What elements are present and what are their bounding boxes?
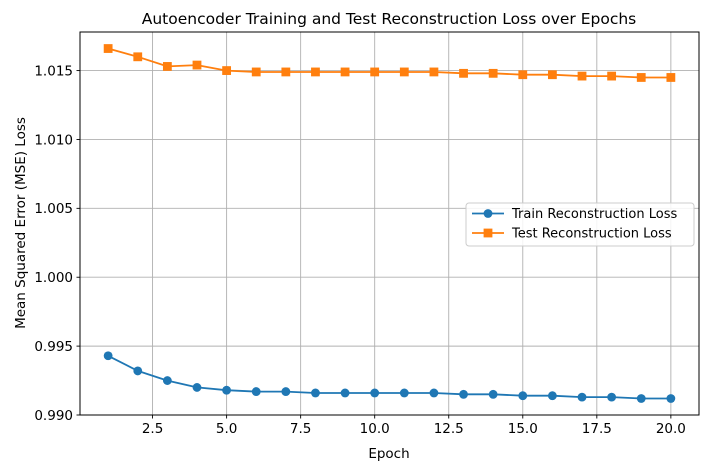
test-loss-marker: [518, 70, 528, 80]
x-tick-label: 12.5: [434, 421, 464, 437]
test-loss-marker: [103, 44, 113, 53]
legend-box: [465, 202, 695, 247]
test-loss-marker: [133, 52, 143, 62]
x-tick-label: 17.5: [582, 421, 612, 437]
train-loss-line: [107, 354, 672, 400]
y-tick-label: 0.990: [34, 408, 73, 424]
train-loss-marker: [103, 351, 113, 361]
train-loss-marker: [222, 385, 232, 395]
test-loss-marker: [370, 67, 380, 77]
x-tick-label: 20.0: [656, 421, 686, 437]
axes-layer: 2.5 5.0 7.5 10.0 12.5 15.0 17.5 20.0 0.990 0.995 1…: [34, 31, 700, 437]
train-loss-marker: [399, 388, 409, 398]
test-loss-marker: [636, 73, 646, 82]
train-loss-marker: [192, 383, 202, 392]
test-loss-line: [107, 47, 672, 79]
test-loss-marker: [222, 66, 232, 75]
legend-label: Train Reconstruction Loss: [511, 207, 677, 222]
test-loss-marker: [547, 70, 557, 80]
train-loss-marker: [636, 394, 646, 403]
x-axis-label: Epoch: [368, 446, 409, 462]
test-loss-marker: [311, 67, 320, 77]
y-tick-label: 1.000: [34, 270, 73, 286]
train-loss-marker: [340, 388, 350, 398]
legend-label: Test Reconstruction Loss: [511, 227, 672, 242]
test-loss-marker: [162, 62, 172, 71]
x-tick-label: 10.0: [360, 421, 390, 437]
test-loss-marker: [459, 68, 468, 78]
train-loss-marker: [429, 388, 439, 398]
train-loss-marker: [281, 387, 291, 396]
test-loss-marker: [281, 67, 291, 77]
chart-title: Autoencoder Training and Test Reconstruc…: [142, 10, 637, 28]
y-tick-label: 1.005: [34, 201, 73, 217]
test-loss-marker: [251, 67, 261, 77]
test-loss-marker: [488, 68, 498, 78]
train-loss-marker: [251, 387, 261, 396]
train-loss-marker: [311, 388, 320, 398]
train-loss-marker: [459, 389, 468, 399]
train-loss-marker: [133, 366, 143, 376]
y-axis-label: Mean Squared Error (MSE) Loss: [13, 117, 29, 329]
legend-square-marker-icon: [483, 228, 493, 238]
test-loss-marker: [399, 67, 409, 77]
train-loss-marker: [518, 391, 528, 401]
x-tick-label: 15.0: [508, 421, 538, 437]
test-loss-marker: [429, 67, 439, 77]
train-loss-marker: [547, 391, 557, 401]
legend-circle-marker-icon: [483, 209, 493, 218]
y-tick-label: 0.995: [34, 339, 73, 355]
y-tick-label: 1.015: [34, 63, 73, 79]
legend: Train Reconstruction Loss Test Reconstruc…: [465, 202, 695, 247]
train-loss-marker: [488, 389, 498, 399]
x-tick-label: 5.0: [216, 421, 237, 437]
x-tick-label: 2.5: [142, 421, 163, 437]
train-loss-marker: [162, 376, 172, 385]
test-loss-marker: [666, 73, 676, 82]
train-loss-marker: [577, 392, 587, 402]
x-tick-label: 7.5: [290, 421, 311, 437]
train-loss-marker: [607, 392, 617, 402]
series-layer: [103, 44, 676, 403]
test-loss-marker: [607, 71, 617, 81]
test-loss-marker: [340, 67, 350, 77]
plot-border: [79, 31, 700, 416]
test-loss-marker: [192, 60, 202, 70]
y-tick-label: 1.010: [34, 132, 73, 148]
train-loss-marker: [370, 388, 380, 398]
train-loss-marker: [666, 394, 676, 403]
test-loss-marker: [577, 71, 587, 81]
